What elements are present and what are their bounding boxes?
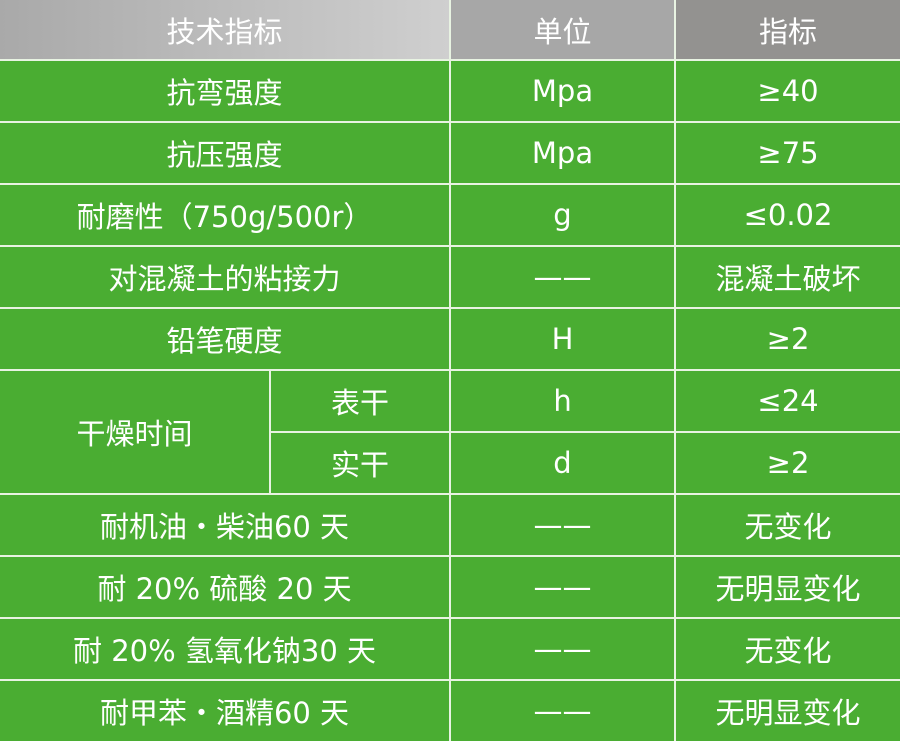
cell-value: 无明显变化	[674, 555, 900, 619]
table-row: 耐 20% 硫酸 20 天 —— 无明显变化	[0, 555, 900, 619]
cell-item: 耐甲苯・酒精60 天	[0, 679, 452, 741]
drying-sub-value: ≥2	[674, 431, 900, 494]
cell-item: 铅笔硬度	[0, 307, 452, 370]
cell-item: 对混凝土的粘接力	[0, 245, 452, 309]
cell-item: 耐机油・柴油60 天	[0, 493, 452, 557]
drying-sub-unit: h	[449, 369, 677, 433]
cell-unit: ——	[449, 245, 677, 309]
table-row: 实干 d ≥2	[0, 431, 900, 494]
cell-unit: ——	[449, 679, 677, 741]
header-row: 技术指标 单位 指标	[0, 0, 900, 61]
table-row: 耐机油・柴油60 天 —— 无变化	[0, 493, 900, 557]
cell-unit: Mpa	[449, 59, 677, 123]
table-row: 抗弯强度 Mpa ≥40	[0, 59, 900, 123]
cell-unit: ——	[449, 617, 677, 681]
cell-item: 抗压强度	[0, 121, 452, 185]
cell-unit: ——	[449, 493, 677, 557]
table-row: 对混凝土的粘接力 —— 混凝土破坏	[0, 245, 900, 309]
table-row: 铅笔硬度 H ≥2	[0, 307, 900, 370]
cell-value: ≥2	[674, 307, 900, 370]
table-row: 干燥时间 表干 h ≤24	[0, 369, 900, 495]
header-value: 指标	[674, 0, 900, 61]
cell-value: ≥75	[674, 121, 900, 185]
cell-unit: ——	[449, 555, 677, 619]
cell-unit: H	[449, 307, 677, 370]
drying-sub-label: 表干	[268, 369, 452, 433]
cell-value: 无变化	[674, 493, 900, 557]
header-unit: 单位	[449, 0, 677, 61]
header-item: 技术指标	[0, 0, 452, 61]
drying-sub-value: ≤24	[674, 369, 900, 433]
table-row: 耐甲苯・酒精60 天 —— 无明显变化	[0, 679, 900, 741]
cell-item: 耐 20% 氢氧化钠30 天	[0, 617, 452, 681]
cell-item: 耐磨性（750g/500r）	[0, 183, 452, 247]
cell-value: 无变化	[674, 617, 900, 681]
cell-unit: g	[449, 183, 677, 247]
cell-item: 抗弯强度	[0, 59, 452, 123]
cell-value: ≤0.02	[674, 183, 900, 247]
cell-value: 无明显变化	[674, 679, 900, 741]
drying-sub-unit: d	[449, 431, 677, 494]
cell-item: 耐 20% 硫酸 20 天	[0, 555, 452, 619]
table-row: 抗压强度 Mpa ≥75	[0, 121, 900, 185]
table-row: 耐 20% 氢氧化钠30 天 —— 无变化	[0, 617, 900, 681]
cell-unit: Mpa	[449, 121, 677, 185]
table-row: 耐磨性（750g/500r） g ≤0.02	[0, 183, 900, 247]
drying-sub-label: 实干	[270, 431, 452, 494]
cell-value: 混凝土破坏	[674, 245, 900, 309]
drying-item: 干燥时间	[0, 369, 271, 495]
cell-value: ≥40	[674, 59, 900, 123]
